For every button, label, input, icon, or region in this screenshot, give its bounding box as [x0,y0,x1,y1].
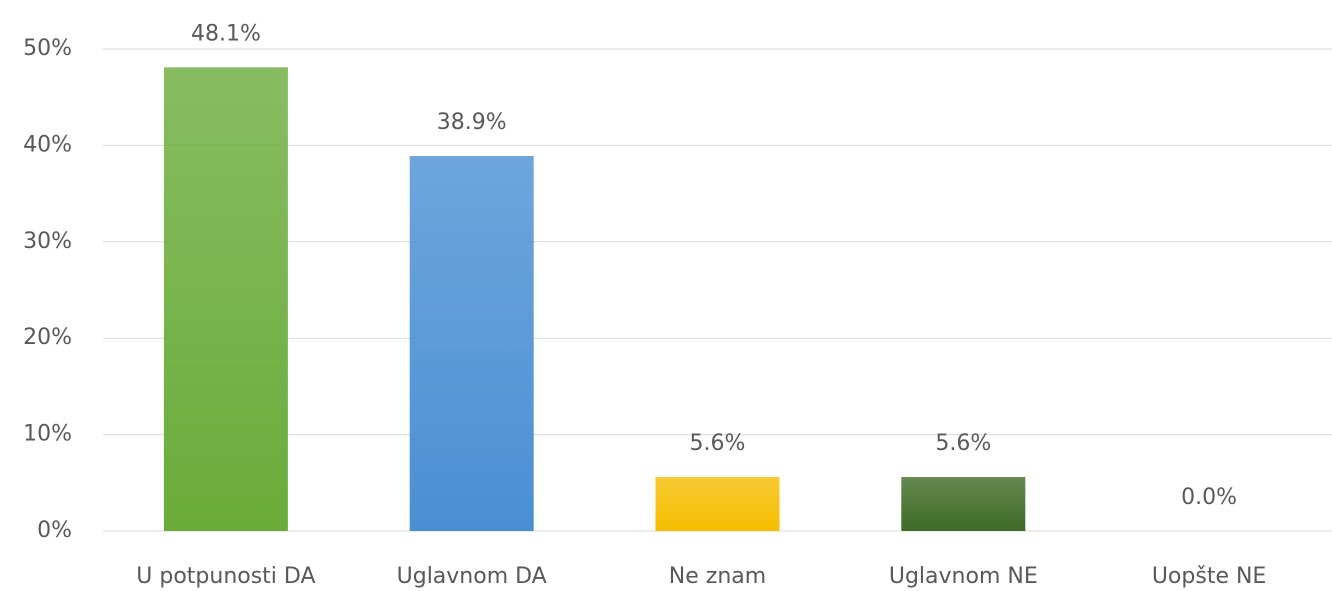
value-label: 5.6% [935,431,991,456]
value-label: 38.9% [437,110,507,135]
y-tick-label: 50% [23,36,72,61]
x-tick-label: U potpunosti DA [136,564,315,589]
value-label: 48.1% [191,21,261,46]
x-tick-label: Uglavnom DA [397,564,547,589]
y-tick-label: 40% [23,132,72,157]
bar [901,477,1026,531]
y-tick-label: 0% [37,518,72,543]
value-label: 5.6% [690,431,746,456]
bar [655,477,780,531]
y-tick-label: 20% [23,325,72,350]
x-tick-label: Uopšte NE [1152,564,1267,589]
y-tick-label: 10% [23,422,72,447]
value-label: 0.0% [1181,485,1237,510]
x-tick-label: Ne znam [669,564,766,589]
y-tick-label: 30% [23,229,72,254]
x-tick-label: Uglavnom NE [889,564,1038,589]
bar [163,67,288,531]
bar [409,156,534,531]
